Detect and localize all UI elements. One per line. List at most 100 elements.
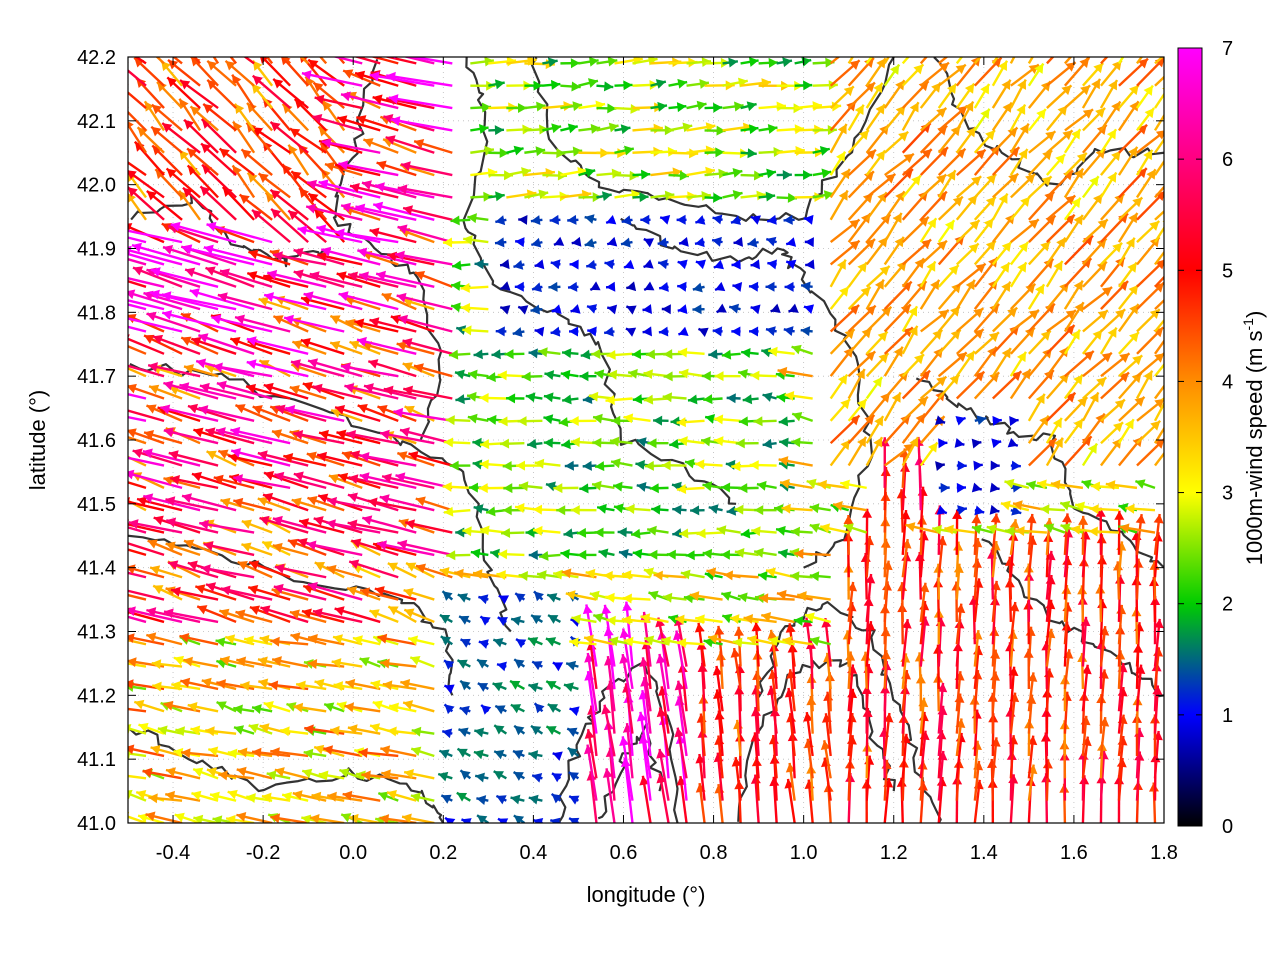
wind-arrow xyxy=(788,303,799,313)
wind-arrow-shaft xyxy=(128,792,147,802)
wind-arrow xyxy=(1125,503,1156,514)
wind-arrow-head xyxy=(225,634,236,645)
wind-arrow-shaft xyxy=(128,589,165,601)
wind-arrow-head xyxy=(249,605,261,615)
wind-arrow-head xyxy=(117,313,127,323)
wind-arrow xyxy=(448,349,471,360)
wind-arrow-head xyxy=(618,549,629,559)
wind-arrow-head xyxy=(661,636,672,647)
wind-arrow-head xyxy=(643,259,654,269)
wind-arrow-head xyxy=(584,238,595,248)
wind-arrow-head xyxy=(723,570,734,581)
wind-arrow xyxy=(592,437,615,448)
wind-arrow-head xyxy=(486,506,496,517)
wind-arrow-head xyxy=(330,725,340,736)
wind-arrow-head xyxy=(379,494,390,504)
contour-line xyxy=(557,661,679,823)
wind-arrow-head xyxy=(143,493,154,504)
wind-arrow-head xyxy=(749,326,759,337)
wind-arrow xyxy=(731,326,741,337)
wind-arrow xyxy=(636,711,652,779)
wind-arrow xyxy=(1153,513,1164,556)
wind-arrow-shaft xyxy=(623,757,634,823)
wind-arrow-shaft xyxy=(128,593,147,601)
wind-arrow-shaft xyxy=(625,723,634,779)
wind-arrow xyxy=(1061,513,1072,555)
wind-arrow-head xyxy=(1009,602,1020,612)
wind-arrow-head xyxy=(619,736,630,746)
wind-arrow-shaft xyxy=(397,541,453,557)
wind-arrow xyxy=(937,328,962,355)
wind-arrow-head xyxy=(1015,526,1025,537)
wind-arrow-head xyxy=(457,748,468,758)
wind-arrow-head xyxy=(765,326,776,336)
wind-arrow xyxy=(499,305,511,315)
wind-arrow xyxy=(567,746,580,758)
wind-arrow xyxy=(1153,220,1164,243)
wind-arrow xyxy=(235,609,273,624)
wind-arrow-head xyxy=(660,215,671,225)
wind-arrow-head xyxy=(569,416,579,427)
wind-arrow xyxy=(551,772,563,783)
wind-arrow-head xyxy=(933,644,944,654)
wind-arrow xyxy=(274,767,309,780)
wind-arrow xyxy=(379,814,417,823)
wind-arrow-shaft xyxy=(586,744,598,801)
wind-arrow-head xyxy=(862,508,873,518)
wind-arrow-shaft xyxy=(128,815,147,823)
wind-arrow-head xyxy=(237,561,248,571)
wind-arrow xyxy=(249,605,291,624)
wind-arrow-shaft xyxy=(658,653,670,712)
wind-arrow-head xyxy=(142,767,153,778)
wind-arrow-head xyxy=(624,259,635,270)
wind-arrow-head xyxy=(450,215,460,226)
wind-arrow-head xyxy=(539,550,549,561)
wind-arrow xyxy=(453,568,489,579)
wind-arrow-head xyxy=(731,757,742,767)
wind-arrow-head xyxy=(726,393,736,404)
wind-arrow-shaft xyxy=(622,628,634,690)
wind-arrow-head xyxy=(1009,519,1020,529)
wind-arrow-head xyxy=(1117,736,1128,746)
wind-arrow xyxy=(1117,237,1136,266)
wind-arrow xyxy=(527,637,543,647)
wind-arrow-head xyxy=(658,326,669,337)
wind-arrow xyxy=(1043,523,1066,534)
wind-arrow xyxy=(193,814,219,823)
wind-arrow xyxy=(291,497,327,512)
wind-arrow-head xyxy=(85,274,95,284)
wind-arrow-head xyxy=(778,416,789,427)
wind-arrow-head xyxy=(480,616,491,626)
wind-arrow xyxy=(1153,397,1164,422)
wind-arrow xyxy=(589,281,601,291)
wind-arrow xyxy=(618,549,633,559)
wind-arrow xyxy=(733,236,744,247)
wind-arrow-head xyxy=(589,590,600,601)
wind-arrow-head xyxy=(244,635,254,646)
wind-arrow xyxy=(570,505,597,516)
wind-arrow xyxy=(605,215,617,225)
wind-arrow xyxy=(843,523,868,534)
wind-arrow xyxy=(563,528,579,539)
wind-arrow-head xyxy=(183,656,194,667)
wind-arrow-head xyxy=(843,523,854,533)
wind-arrow xyxy=(513,724,526,736)
wind-arrow xyxy=(619,628,634,690)
wind-arrow-head xyxy=(644,460,654,471)
wind-arrow xyxy=(583,634,615,646)
wind-arrow xyxy=(196,605,237,624)
wind-arrow xyxy=(251,747,291,758)
wind-arrow xyxy=(1010,460,1021,471)
wind-arrow xyxy=(382,680,417,691)
wind-arrow xyxy=(1153,618,1164,667)
wind-arrow-head xyxy=(1045,599,1056,610)
wind-arrow xyxy=(478,639,489,649)
wind-arrow xyxy=(261,792,291,803)
wind-arrow-head xyxy=(569,817,580,823)
wind-arrow xyxy=(292,790,327,802)
wind-arrow-head xyxy=(642,326,652,337)
wind-arrow xyxy=(570,304,581,314)
wind-arrow-shaft xyxy=(128,285,129,287)
wind-arrow xyxy=(128,593,147,601)
wind-arrow-head xyxy=(754,505,764,516)
